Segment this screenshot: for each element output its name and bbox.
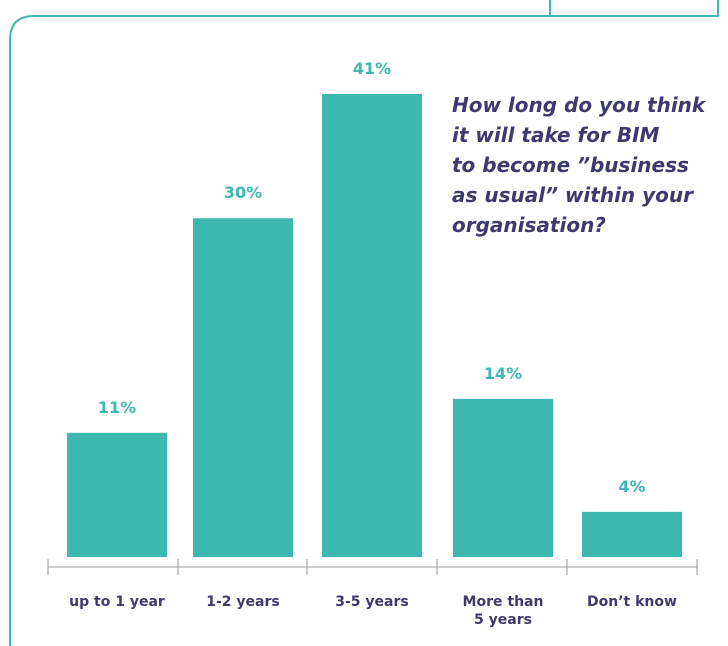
bar bbox=[67, 432, 167, 557]
question-line: as usualˮ within your bbox=[452, 183, 694, 207]
value-labels: 11% 30% 41% 14% 4% bbox=[98, 59, 646, 496]
category-label: 3-5 years bbox=[335, 594, 408, 610]
value-label: 30% bbox=[224, 183, 262, 202]
category-label: up to 1 year bbox=[69, 594, 165, 610]
value-label: 11% bbox=[98, 398, 136, 417]
category-labels: up to 1 year 1-2 years 3-5 years More than 5… bbox=[69, 594, 677, 628]
bar bbox=[582, 511, 682, 557]
bar bbox=[453, 398, 553, 557]
chart-question: How long do you think it will take for BI… bbox=[452, 93, 707, 237]
value-label: 14% bbox=[484, 364, 522, 383]
question-line: How long do you think bbox=[452, 93, 707, 117]
question-line: organisation? bbox=[452, 213, 606, 237]
bar bbox=[322, 94, 422, 557]
category-label: Don’t know bbox=[587, 594, 677, 610]
bar bbox=[193, 218, 293, 557]
frame-border bbox=[9, 0, 719, 646]
x-axis bbox=[47, 559, 698, 575]
category-label: 5 years bbox=[474, 612, 532, 628]
bars bbox=[67, 94, 682, 557]
value-label: 41% bbox=[353, 59, 391, 78]
question-line: it will take for BIM bbox=[452, 123, 660, 147]
question-line: to become ˮbusiness bbox=[452, 153, 689, 177]
value-label: 4% bbox=[618, 477, 645, 496]
category-label: 1-2 years bbox=[206, 594, 279, 610]
category-label: More than bbox=[463, 594, 544, 610]
